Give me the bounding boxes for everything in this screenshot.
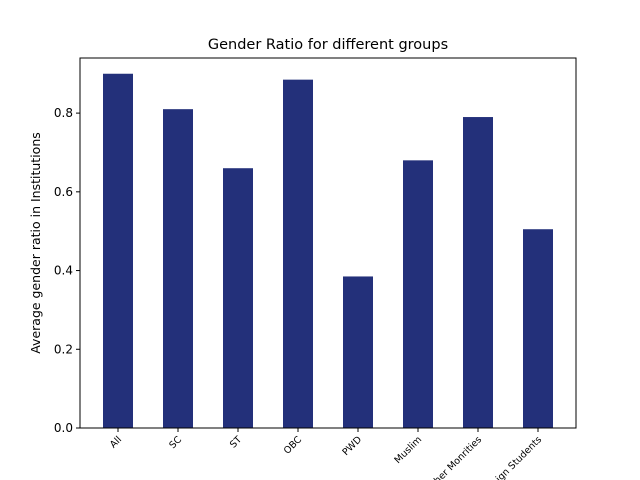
bar-muslim	[403, 160, 433, 428]
x-tick-label: Foreign Students	[479, 434, 544, 480]
x-tick-label: All	[108, 434, 124, 450]
bars-group	[103, 73, 553, 429]
x-tick-label: ST	[228, 434, 244, 450]
y-axis-label: Average gender ratio in Institutions	[28, 132, 43, 354]
y-axis-ticks: 0.0 0.2 0.4 0.6 0.8	[54, 106, 80, 435]
y-tick-label: 0.6	[54, 185, 73, 199]
bar-foreign-students	[523, 229, 553, 428]
bar-obc	[283, 79, 313, 429]
x-tick-label: Muslim	[393, 434, 425, 466]
bar-sc	[163, 109, 193, 428]
y-tick-label: 0.2	[54, 342, 73, 356]
x-axis-ticks: All SC ST OBC PWD Muslim Other MonritiesForeig…	[108, 428, 544, 480]
x-tick-label: Other Monrities	[424, 434, 484, 480]
x-tick-label: SC	[167, 434, 184, 451]
y-tick-label: 0.8	[54, 106, 73, 120]
bar-st	[223, 168, 253, 428]
bar-pwd	[343, 276, 373, 428]
x-tick-label: OBC	[282, 434, 305, 457]
y-tick-label: 0.4	[54, 264, 73, 278]
y-tick-label: 0.0	[54, 421, 73, 435]
bar-other-monrities	[463, 117, 493, 429]
bar-all	[103, 73, 133, 428]
plot-frame	[79, 57, 577, 429]
x-tick-label: PWD	[340, 434, 364, 458]
chart-title: Gender Ratio for different groups	[208, 37, 448, 53]
